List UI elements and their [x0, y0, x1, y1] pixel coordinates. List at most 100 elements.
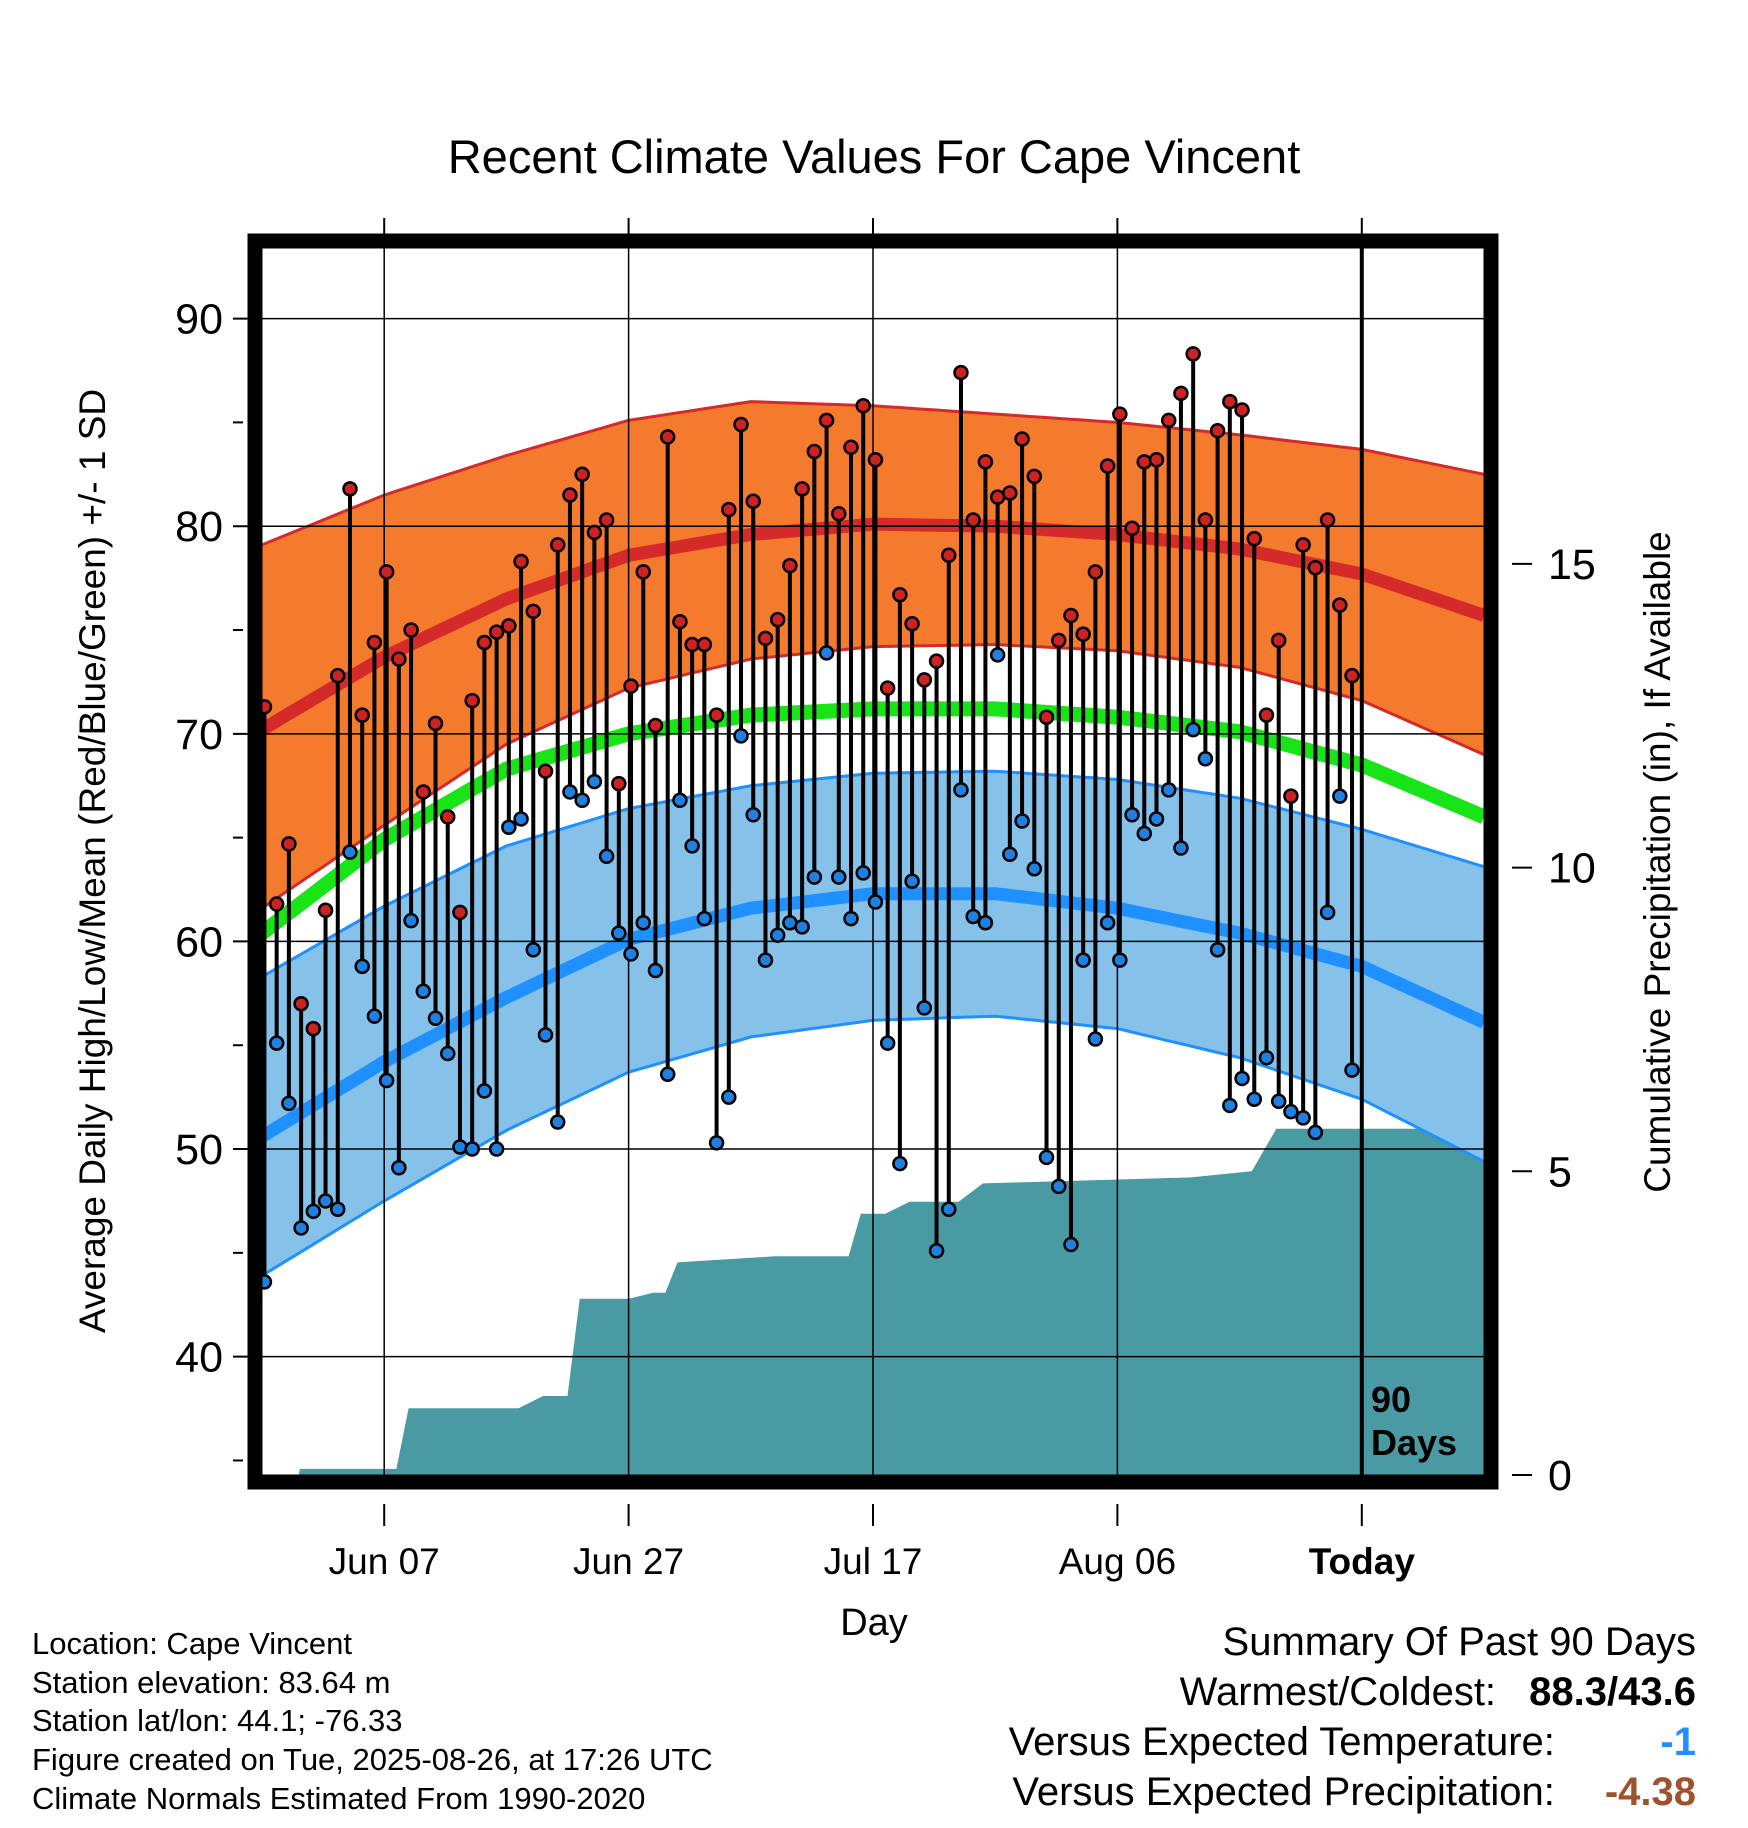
daily-high-point: [904, 616, 920, 632]
daily-high-point: [1148, 452, 1165, 468]
daily-low-point: [476, 1083, 493, 1099]
summary-warm-cold: Warmest/Coldest: 88.3/43.6: [1180, 1670, 1696, 1715]
daily-low-point: [721, 1089, 737, 1105]
daily-low-point: [513, 811, 529, 827]
daily-low-point: [317, 1193, 334, 1209]
daily-low-point: [928, 1243, 945, 1259]
daily-high-point: [415, 784, 432, 800]
daily-low-point: [684, 838, 700, 854]
daily-low-point: [611, 925, 627, 941]
info-elevation: Station elevation: 83.64 m: [32, 1665, 391, 1700]
daily-high-point: [1283, 788, 1299, 804]
daily-low-point: [293, 1220, 309, 1236]
y-axis-label: Average Daily High/Low/Mean (Red/Blue/Gr…: [72, 389, 113, 1333]
daily-high-point: [562, 487, 578, 503]
daily-low-point: [879, 1035, 896, 1051]
daily-low-point: [427, 1010, 444, 1026]
y2-tick-label: 15: [1548, 541, 1596, 589]
x-tick-label: Jun 27: [573, 1541, 684, 1582]
info-normals: Climate Normals Estimated From 1990-2020: [32, 1781, 646, 1816]
daily-high-point: [293, 995, 309, 1012]
daily-low-point: [1283, 1103, 1299, 1120]
daily-high-point: [769, 611, 786, 628]
info-created: Figure created on Tue, 2025-08-26, at 17…: [32, 1742, 713, 1777]
daily-low-point: [415, 983, 432, 1000]
x-axis-label: Day: [840, 1602, 908, 1644]
daily-high-point: [672, 613, 688, 630]
daily-high-point: [965, 512, 981, 528]
daily-high-point: [1075, 626, 1091, 642]
daily-points: [256, 346, 1360, 1290]
y-tick-label: 90: [175, 296, 223, 344]
daily-low-point: [1332, 788, 1348, 804]
daily-high-point: [892, 586, 908, 603]
daily-low-point: [1026, 861, 1043, 877]
daily-low-point: [831, 869, 847, 885]
daily-high-point: [745, 493, 761, 510]
daily-high-point: [879, 680, 896, 696]
daily-low-point: [806, 869, 823, 885]
daily-high-point: [574, 466, 590, 483]
daily-low-point: [1258, 1049, 1275, 1066]
daily-low-point: [855, 865, 871, 881]
daily-high-point: [1112, 406, 1128, 422]
y-tick-label: 80: [175, 503, 223, 551]
daily-high-point: [1038, 709, 1055, 725]
daily-high-point: [635, 564, 652, 580]
daily-high-point: [1197, 512, 1214, 528]
daily-high-point: [391, 651, 407, 667]
daily-high-point: [977, 454, 994, 470]
daily-low-point: [549, 1114, 566, 1130]
daily-high-point: [659, 429, 676, 445]
y2-tick-label: 10: [1548, 845, 1596, 893]
daily-low-point: [1002, 846, 1018, 862]
daily-low-point: [537, 1027, 554, 1043]
daily-high-point: [806, 443, 823, 460]
daily-low-point: [965, 908, 981, 925]
y-tick-label: 70: [175, 711, 223, 759]
daily-high-point: [342, 481, 358, 497]
daily-low-point: [525, 941, 542, 958]
daily-high-point: [513, 553, 529, 570]
daily-low-point: [708, 1135, 725, 1151]
daily-high-point: [403, 622, 419, 638]
daily-low-point: [1319, 904, 1336, 921]
daily-low-point: [1160, 782, 1177, 798]
daily-low-point: [843, 910, 859, 927]
daily-low-point: [696, 910, 713, 927]
warm-cold-value: 88.3/43.6: [1529, 1670, 1696, 1714]
daily-low-point: [1185, 721, 1201, 738]
chart-title: Recent Climate Values For Cape Vincent: [448, 130, 1301, 183]
daily-low-point: [941, 1201, 957, 1218]
daily-ranges: [262, 353, 1355, 1282]
daily-high-point: [1173, 385, 1189, 402]
daily-high-point: [1002, 485, 1018, 501]
daily-low-point: [464, 1141, 480, 1157]
y2-tick-label: 0: [1548, 1452, 1572, 1500]
daily-high-point: [525, 603, 542, 620]
daily-high-point: [708, 707, 725, 723]
daily-high-point: [1124, 520, 1140, 537]
daily-low-point: [354, 958, 370, 975]
daily-high-point: [843, 439, 859, 456]
daily-low-point: [488, 1141, 505, 1157]
daily-high-point: [757, 630, 774, 647]
daily-high-point: [1050, 632, 1067, 649]
daily-high-point: [916, 672, 933, 688]
daily-high-point: [1136, 454, 1153, 470]
daily-high-point: [1185, 346, 1201, 362]
daily-high-point: [1014, 431, 1030, 447]
daily-high-point: [623, 678, 639, 694]
daily-high-point: [549, 537, 566, 553]
daily-low-point: [659, 1066, 676, 1083]
daily-low-point: [1136, 825, 1153, 842]
daily-low-point: [305, 1203, 322, 1220]
info-location: Location: Cape Vincent: [32, 1626, 352, 1661]
daily-low-point: [452, 1139, 468, 1155]
daily-low-point: [1075, 952, 1091, 968]
daily-low-point: [1222, 1097, 1238, 1114]
daily-low-point: [1038, 1149, 1055, 1166]
daily-high-point: [794, 481, 810, 497]
daily-high-point: [305, 1020, 322, 1037]
daily-low-point: [1197, 750, 1214, 767]
